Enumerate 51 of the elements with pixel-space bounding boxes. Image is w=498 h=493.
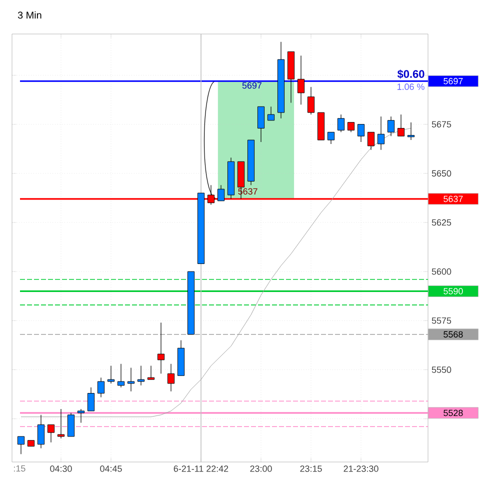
- y-tick-label: 5650: [432, 170, 452, 177]
- candlestick: [127, 367, 135, 392]
- candlestick: [47, 424, 55, 443]
- candlestick: [137, 365, 145, 386]
- x-tick-label: 04:30: [50, 466, 72, 472]
- candlestick: [387, 116, 395, 136]
- annotation: $0.60: [397, 70, 424, 79]
- candlestick: [117, 364, 125, 388]
- annotation: 1.06 %: [397, 84, 424, 90]
- candlestick: [357, 124, 365, 142]
- y-tick-label: 5550: [432, 366, 452, 373]
- candlestick: [147, 365, 155, 380]
- candlestick: [97, 377, 105, 398]
- candlestick: [337, 114, 345, 132]
- text: :15: [14, 465, 26, 472]
- candlestick: [37, 414, 45, 449]
- candlestick: [217, 184, 225, 202]
- ref-line-label: 5568: [444, 331, 463, 338]
- x-tick-label: 23:00: [250, 466, 272, 472]
- candlestick: [77, 408, 85, 424]
- candlestick: [257, 106, 265, 142]
- candlestick: [267, 106, 275, 121]
- ref-line-label: 5528: [444, 410, 463, 416]
- candlestick: [367, 132, 375, 150]
- y-tick-label: 5600: [432, 268, 452, 275]
- candlestick: [307, 86, 315, 115]
- candlestick: [297, 55, 305, 105]
- candlestick: [167, 364, 175, 392]
- candlestick: [407, 122, 415, 140]
- x-tick-label: 21-23:30: [344, 466, 378, 472]
- ref-line-label: 5637: [444, 196, 463, 202]
- ref-line-label: 5697: [444, 78, 463, 84]
- candlestick: [397, 114, 405, 136]
- x-tick-label: 6-21-11 22:42: [174, 466, 228, 472]
- candlestick: [327, 132, 335, 144]
- candlestick: [107, 365, 115, 384]
- y-tick-label: 5625: [432, 219, 452, 226]
- candlestick: [87, 387, 95, 412]
- candlestick: [377, 116, 385, 150]
- candlestick: [157, 322, 165, 374]
- candlestick: [347, 122, 355, 132]
- x-tick-label: 04:45: [100, 466, 122, 472]
- candlestick: [57, 408, 65, 439]
- x-tick-label: 23:15: [300, 466, 322, 472]
- candlestick: [17, 436, 25, 454]
- candlestick: [67, 412, 75, 437]
- annotation: 5697: [242, 82, 262, 89]
- y-tick-label: 5675: [432, 121, 452, 128]
- ref-line-label: 5590: [444, 288, 463, 294]
- y-tick-label: 5575: [432, 318, 452, 324]
- chart-title: 3 Min: [18, 11, 42, 19]
